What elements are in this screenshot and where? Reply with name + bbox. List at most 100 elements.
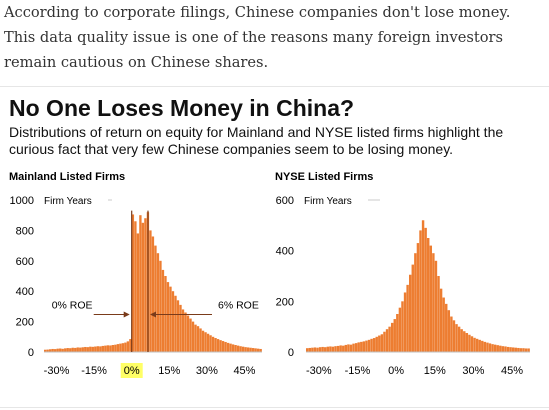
- histogram-bar: [450, 316, 453, 352]
- histogram-bar: [94, 346, 97, 352]
- histogram-bar: [349, 344, 353, 352]
- histogram-bar: [511, 347, 515, 352]
- x-tick-label: 30%: [462, 365, 484, 377]
- histogram-bar: [66, 348, 69, 352]
- histogram-bar: [336, 345, 340, 352]
- histogram-bar: [414, 253, 417, 352]
- histogram-bar: [104, 345, 107, 352]
- histogram-bar: [316, 347, 319, 352]
- histogram-bar: [401, 301, 404, 352]
- histogram-bar: [194, 324, 197, 352]
- y-axis-label: Firm Years: [44, 196, 92, 207]
- infographic-panel: No One Loses Money in China? Distributio…: [0, 86, 549, 408]
- histogram-bar: [408, 274, 412, 352]
- histogram-bar: [51, 348, 54, 352]
- histogram-bar: [329, 346, 332, 352]
- histogram-bar: [424, 227, 427, 352]
- histogram-bar: [116, 344, 120, 352]
- histogram-bar: [488, 343, 492, 352]
- histogram-bar: [181, 309, 185, 352]
- histogram-bar: [121, 343, 125, 352]
- histogram-bar: [249, 347, 252, 352]
- x-tick-label: -15%: [345, 365, 371, 377]
- histogram-bar: [69, 348, 72, 352]
- histogram-bar: [161, 269, 165, 352]
- histogram-bar: [91, 346, 94, 352]
- histogram-bar: [214, 338, 217, 352]
- figure-subtitle: Distributions of return on equity for Ma…: [9, 124, 504, 157]
- histogram-bar: [216, 339, 220, 352]
- histogram-bar: [46, 349, 49, 352]
- histogram-bar: [61, 348, 64, 352]
- x-tick-label: 15%: [158, 365, 180, 377]
- histogram-bar: [367, 339, 371, 352]
- histogram-bar: [313, 347, 317, 352]
- article-intro-text: According to corporate filings, Chinese …: [4, 4, 511, 71]
- histogram-bar: [236, 345, 240, 352]
- histogram-bar: [74, 347, 77, 352]
- histogram-bar: [189, 318, 192, 352]
- histogram-bar: [457, 326, 461, 352]
- histogram-bar: [481, 340, 484, 352]
- histogram-bar: [388, 326, 391, 352]
- histogram-bar: [154, 245, 157, 352]
- histogram-bar: [326, 346, 330, 352]
- histogram-bar: [96, 346, 99, 352]
- y-tick-label: 0: [288, 347, 294, 359]
- histogram-bar: [347, 344, 350, 352]
- histogram-bar: [129, 339, 132, 352]
- histogram-bar: [465, 333, 469, 352]
- histogram-bar: [226, 342, 230, 352]
- histogram-bar: [321, 346, 324, 352]
- histogram-bar: [171, 291, 175, 352]
- histogram-bar: [219, 340, 222, 352]
- histogram-bar: [434, 260, 438, 352]
- x-tick-label: 0%: [388, 365, 404, 377]
- histogram-bar: [501, 346, 505, 352]
- histogram-bar: [99, 346, 102, 352]
- histogram-bar: [463, 331, 466, 352]
- histogram-bar: [522, 348, 525, 352]
- histogram-bar: [514, 347, 517, 352]
- histogram-bar: [383, 331, 386, 352]
- histogram-bar: [209, 335, 212, 352]
- histogram-bar: [174, 295, 177, 352]
- histogram-bar: [406, 284, 409, 352]
- chart-title: Mainland Listed Firms: [9, 171, 125, 183]
- histogram-bar: [126, 341, 130, 352]
- histogram-bar: [452, 320, 456, 352]
- histogram-bar: [139, 215, 142, 352]
- histogram-bar: [76, 347, 79, 352]
- histogram-bar: [375, 336, 378, 352]
- histogram-bar: [396, 314, 399, 352]
- histogram-bar: [86, 347, 89, 352]
- histogram-bar: [141, 222, 145, 352]
- histogram-bar: [421, 220, 425, 352]
- y-tick-label: 600: [16, 256, 34, 268]
- histogram-bar: [427, 238, 430, 352]
- histogram-bar: [411, 264, 414, 352]
- histogram-bar: [211, 336, 215, 352]
- histogram-bar: [201, 330, 205, 352]
- histogram-bar: [59, 348, 62, 352]
- histogram-bar: [159, 260, 162, 352]
- histogram-bar: [176, 300, 180, 352]
- histogram-bar: [71, 347, 74, 352]
- histogram-bar: [354, 343, 358, 352]
- histogram-bar: [362, 341, 366, 352]
- histogram-bar: [246, 347, 250, 352]
- histogram-bar: [403, 292, 407, 352]
- histogram-bar: [499, 345, 502, 352]
- x-tick-label: 30%: [196, 365, 218, 377]
- histogram-bar: [229, 343, 232, 352]
- histogram-bar: [114, 344, 117, 352]
- histogram-bar: [517, 347, 520, 352]
- histogram-bar: [439, 288, 443, 352]
- histogram-bar: [151, 236, 155, 352]
- y-tick-label: 1000: [10, 195, 34, 207]
- histogram-bar: [119, 343, 122, 352]
- histogram-bar: [445, 303, 448, 352]
- annotation-label: 0% ROE: [52, 299, 93, 311]
- histogram-bar: [224, 341, 227, 352]
- histogram-bar: [509, 347, 512, 352]
